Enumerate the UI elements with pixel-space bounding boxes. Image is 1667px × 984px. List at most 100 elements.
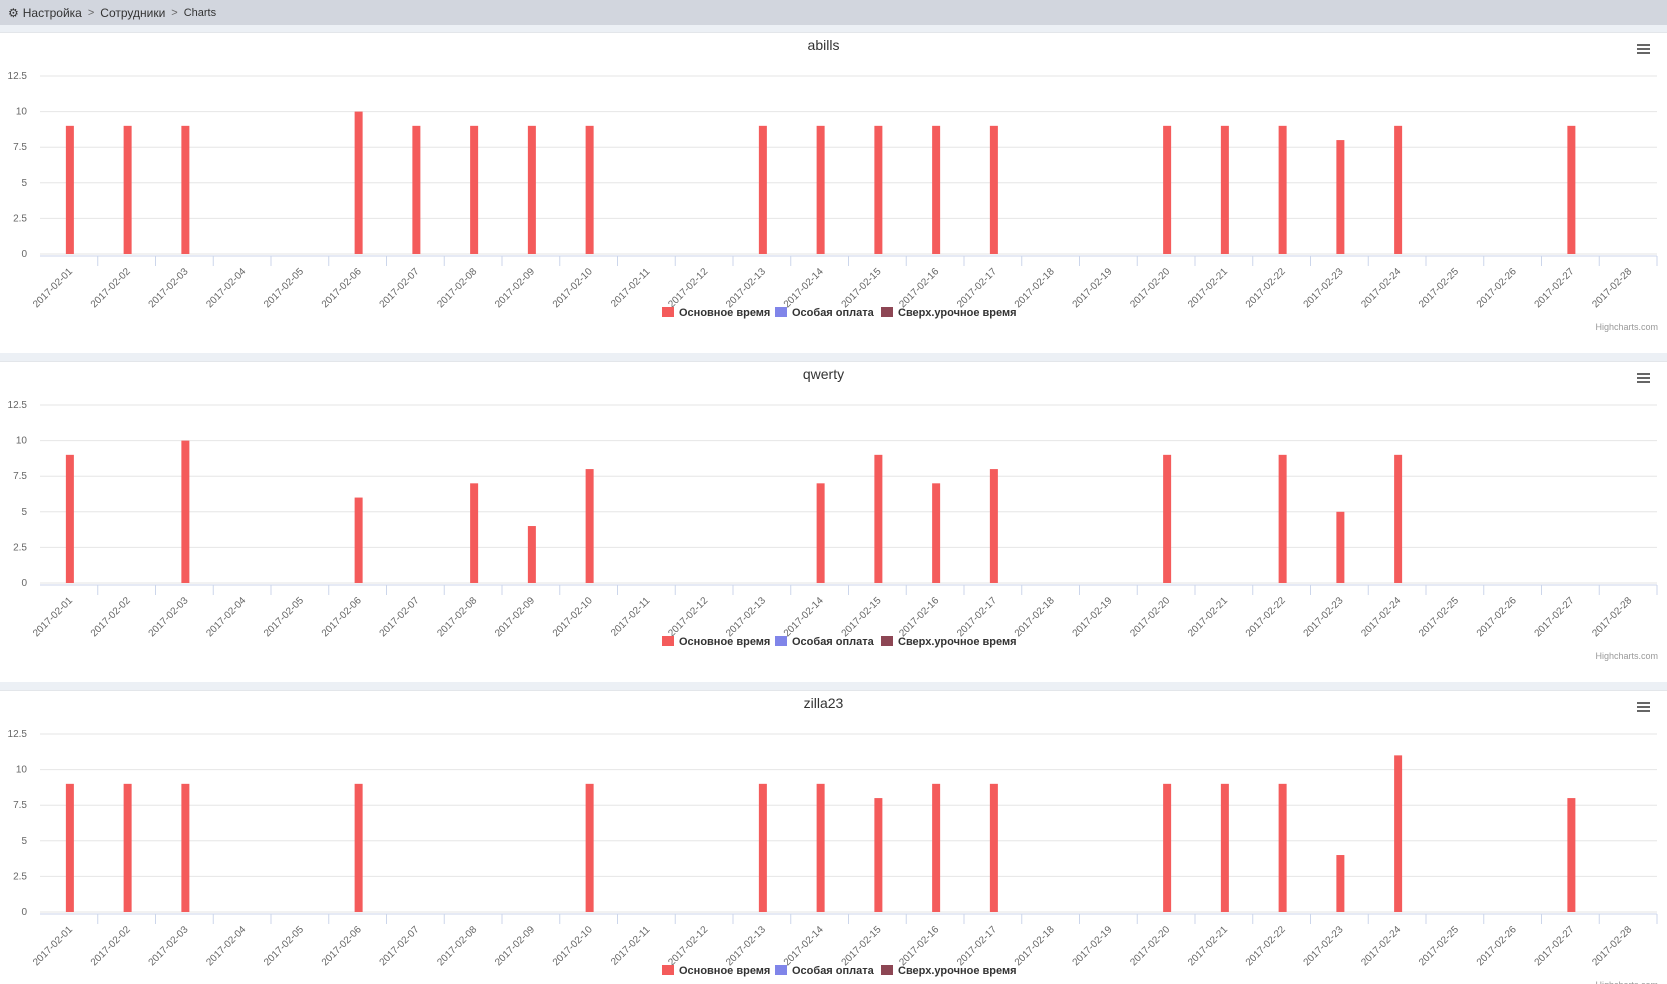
bar-2017-02-22[interactable] xyxy=(1278,454,1287,583)
legend-swatch[interactable] xyxy=(881,965,893,975)
legend-swatch[interactable] xyxy=(775,307,787,317)
bar-2017-02-15[interactable] xyxy=(874,798,883,912)
legend-item-label[interactable]: Особая оплата xyxy=(792,636,875,648)
bar-2017-02-03[interactable] xyxy=(181,440,190,583)
bar-2017-02-06[interactable] xyxy=(354,497,363,583)
bar-2017-02-08[interactable] xyxy=(470,125,479,254)
bar-2017-02-24[interactable] xyxy=(1394,755,1403,912)
gear-icon: ⚙ xyxy=(8,5,19,20)
bar-2017-02-03[interactable] xyxy=(181,783,190,912)
bar-2017-02-10[interactable] xyxy=(585,469,594,583)
bar-2017-02-14[interactable] xyxy=(816,125,825,254)
legend-item-label[interactable]: Особая оплата xyxy=(792,965,875,977)
bar-2017-02-24[interactable] xyxy=(1394,454,1403,583)
x-tick-label: 2017-02-27 xyxy=(1533,266,1577,310)
x-tick-label: 2017-02-23 xyxy=(1302,266,1346,310)
bar-2017-02-20[interactable] xyxy=(1163,454,1172,583)
x-tick-label: 2017-02-02 xyxy=(89,266,133,310)
breadcrumb-item-settings[interactable]: Настройка xyxy=(22,5,82,20)
bar-2017-02-15[interactable] xyxy=(874,125,883,254)
x-tick-label: 2017-02-01 xyxy=(31,266,75,310)
bar-2017-02-16[interactable] xyxy=(932,783,941,912)
credits-link[interactable]: Highcharts.com xyxy=(1595,651,1658,661)
bar-2017-02-03[interactable] xyxy=(181,125,190,254)
x-tick-label: 2017-02-28 xyxy=(1590,595,1634,639)
bar-2017-02-14[interactable] xyxy=(816,483,825,583)
x-tick-label: 2017-02-12 xyxy=(666,924,710,968)
bar-2017-02-14[interactable] xyxy=(816,783,825,912)
legend-swatch[interactable] xyxy=(881,307,893,317)
bar-2017-02-17[interactable] xyxy=(989,783,998,912)
bar-2017-02-08[interactable] xyxy=(470,483,479,583)
legend-item-label[interactable]: Сверх.урочное время xyxy=(898,965,1017,977)
bar-2017-02-23[interactable] xyxy=(1336,855,1345,912)
y-tick-label: 12.5 xyxy=(8,729,28,740)
bar-2017-02-23[interactable] xyxy=(1336,140,1345,254)
bar-2017-02-20[interactable] xyxy=(1163,783,1172,912)
bar-2017-02-02[interactable] xyxy=(123,125,132,254)
bar-2017-02-13[interactable] xyxy=(758,125,767,254)
bar-2017-02-01[interactable] xyxy=(65,125,74,254)
y-tick-label: 7.5 xyxy=(13,471,27,482)
x-tick-label: 2017-02-19 xyxy=(1071,266,1115,310)
chart-title: zilla23 xyxy=(804,695,844,711)
x-tick-label: 2017-02-28 xyxy=(1590,266,1634,310)
hamburger-menu-icon[interactable] xyxy=(1637,44,1650,54)
bar-2017-02-02[interactable] xyxy=(123,783,132,912)
bar-2017-02-13[interactable] xyxy=(758,783,767,912)
x-tick-label: 2017-02-02 xyxy=(89,595,133,639)
legend-swatch[interactable] xyxy=(775,636,787,646)
legend-swatch[interactable] xyxy=(662,965,674,975)
bar-2017-02-24[interactable] xyxy=(1394,125,1403,254)
bar-2017-02-09[interactable] xyxy=(527,526,536,583)
bar-2017-02-20[interactable] xyxy=(1163,125,1172,254)
x-tick-label: 2017-02-21 xyxy=(1186,266,1230,310)
x-tick-label: 2017-02-09 xyxy=(493,924,537,968)
bar-2017-02-07[interactable] xyxy=(412,125,421,254)
bar-2017-02-22[interactable] xyxy=(1278,783,1287,912)
bar-2017-02-16[interactable] xyxy=(932,483,941,583)
bar-2017-02-27[interactable] xyxy=(1567,798,1576,912)
legend-swatch[interactable] xyxy=(881,636,893,646)
legend-item-label[interactable]: Сверх.урочное время xyxy=(898,307,1017,319)
legend-swatch[interactable] xyxy=(775,965,787,975)
bar-2017-02-23[interactable] xyxy=(1336,511,1345,583)
x-tick-label: 2017-02-06 xyxy=(320,924,364,968)
bar-2017-02-06[interactable] xyxy=(354,111,363,254)
credits-link[interactable]: Highcharts.com xyxy=(1595,322,1658,332)
legend-item-label[interactable]: Сверх.урочное время xyxy=(898,636,1017,648)
bar-2017-02-17[interactable] xyxy=(989,469,998,583)
legend-item-label[interactable]: Основное время xyxy=(679,965,770,977)
bar-2017-02-01[interactable] xyxy=(65,783,74,912)
legend-item-label[interactable]: Основное время xyxy=(679,307,770,319)
y-tick-label: 10 xyxy=(16,436,28,447)
legend-swatch[interactable] xyxy=(662,636,674,646)
bar-2017-02-16[interactable] xyxy=(932,125,941,254)
legend-swatch[interactable] xyxy=(662,307,674,317)
bar-2017-02-17[interactable] xyxy=(989,125,998,254)
hamburger-menu-icon[interactable] xyxy=(1637,702,1650,712)
bar-2017-02-01[interactable] xyxy=(65,454,74,583)
bar-2017-02-27[interactable] xyxy=(1567,125,1576,254)
bar-2017-02-10[interactable] xyxy=(585,783,594,912)
credits-link[interactable]: Highcharts.com xyxy=(1595,980,1658,984)
bar-2017-02-06[interactable] xyxy=(354,783,363,912)
y-tick-label: 10 xyxy=(16,107,28,118)
bar-2017-02-10[interactable] xyxy=(585,125,594,254)
x-tick-label: 2017-02-24 xyxy=(1359,266,1403,310)
x-tick-label: 2017-02-24 xyxy=(1359,924,1403,968)
bar-2017-02-22[interactable] xyxy=(1278,125,1287,254)
bar-2017-02-09[interactable] xyxy=(527,125,536,254)
legend-item-label[interactable]: Особая оплата xyxy=(792,307,875,319)
bar-2017-02-15[interactable] xyxy=(874,454,883,583)
x-tick-label: 2017-02-04 xyxy=(204,266,248,310)
chart-panel-abills: abills 0 2.5 5 7.5 10 12.5 2017-02-01 2017-02-02… xyxy=(0,32,1667,353)
hamburger-menu-icon[interactable] xyxy=(1637,373,1650,383)
bar-2017-02-21[interactable] xyxy=(1220,783,1229,912)
x-tick-label: 2017-02-26 xyxy=(1475,924,1519,968)
breadcrumb-item-employees[interactable]: Сотрудники xyxy=(100,5,166,20)
x-tick-label: 2017-02-06 xyxy=(320,595,364,639)
x-tick-label: 2017-02-10 xyxy=(551,595,595,639)
bar-2017-02-21[interactable] xyxy=(1220,125,1229,254)
legend-item-label[interactable]: Основное время xyxy=(679,636,770,648)
